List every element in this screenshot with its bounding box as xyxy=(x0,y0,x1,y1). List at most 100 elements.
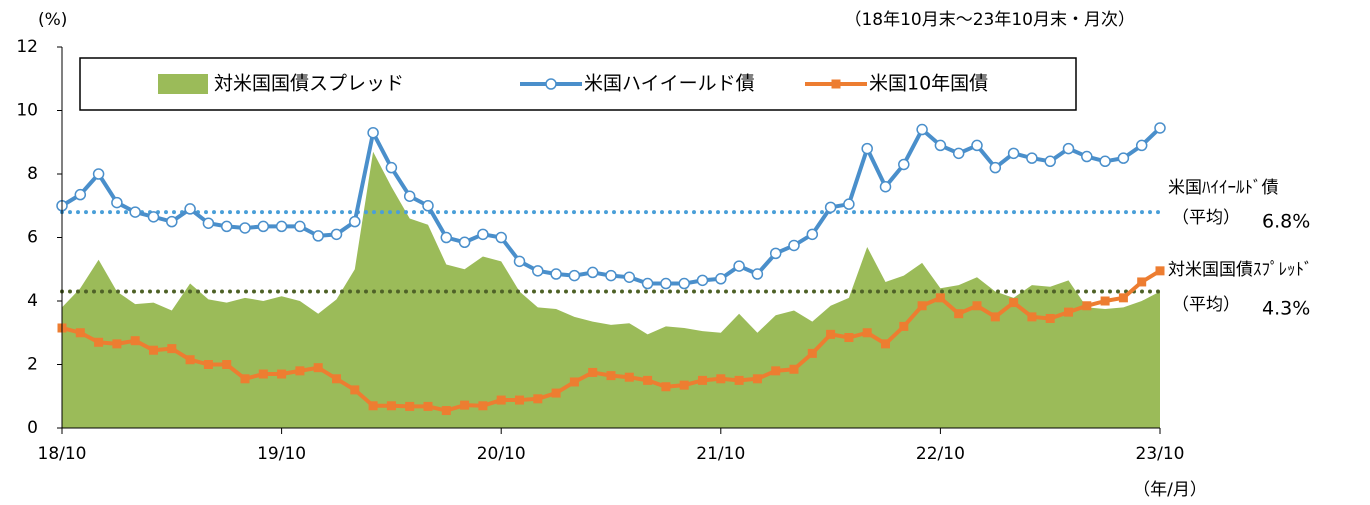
y-tick-label: 10 xyxy=(16,101,38,121)
marker xyxy=(147,211,160,223)
marker xyxy=(185,355,195,365)
y-tick-label: 8 xyxy=(27,164,38,184)
marker xyxy=(989,161,1002,174)
marker xyxy=(184,203,196,215)
marker xyxy=(954,309,964,319)
marker xyxy=(1081,150,1093,163)
subtitle: （18年10月末～23年10月末・月次） xyxy=(844,10,1135,30)
y-tick-label: 2 xyxy=(27,355,38,375)
average-value: 4.3% xyxy=(1262,298,1310,320)
marker xyxy=(403,190,416,202)
legend-swatch xyxy=(158,74,208,94)
legend-label: 対米国国債スプレッド xyxy=(214,73,404,95)
marker xyxy=(769,247,782,260)
marker xyxy=(752,374,762,384)
average-layer xyxy=(60,210,1162,294)
marker xyxy=(898,158,910,171)
marker xyxy=(441,406,451,416)
marker xyxy=(330,228,343,241)
marker xyxy=(606,371,616,381)
marker xyxy=(807,348,817,358)
y-tick-label: 6 xyxy=(27,228,38,248)
marker xyxy=(203,360,213,369)
marker xyxy=(166,215,178,228)
marker xyxy=(368,401,378,411)
marker xyxy=(1026,152,1038,164)
marker xyxy=(312,230,324,242)
marker xyxy=(678,277,690,290)
marker xyxy=(74,188,87,201)
marker xyxy=(660,277,672,290)
marker xyxy=(972,301,982,311)
legend-label: 米国10年国債 xyxy=(869,73,988,95)
average-value: 6.8% xyxy=(1262,211,1310,233)
marker xyxy=(313,363,323,373)
marker xyxy=(92,168,105,180)
marker xyxy=(788,239,800,252)
marker xyxy=(130,336,140,346)
marker xyxy=(751,268,764,280)
marker xyxy=(568,269,581,282)
x-unit-label: （年/月） xyxy=(1133,480,1207,500)
marker xyxy=(679,380,689,390)
marker xyxy=(1135,139,1148,152)
marker xyxy=(478,401,488,411)
marker xyxy=(881,339,890,349)
marker xyxy=(458,236,471,249)
marker xyxy=(1118,293,1128,303)
marker xyxy=(935,293,945,303)
marker xyxy=(844,333,854,343)
marker xyxy=(423,401,433,411)
area-layer xyxy=(62,151,1160,428)
marker xyxy=(586,266,599,279)
marker xyxy=(899,321,909,331)
marker xyxy=(569,377,579,387)
marker xyxy=(715,273,727,285)
marker xyxy=(916,123,928,136)
average-name: 対米国国債ｽﾌﾟﾚｯﾄﾞ xyxy=(1168,260,1313,280)
marker xyxy=(367,126,379,139)
marker xyxy=(149,345,158,355)
average-suffix: （平均） xyxy=(1172,295,1240,315)
marker xyxy=(789,364,799,374)
x-tick-label: 21/10 xyxy=(696,444,745,464)
marker xyxy=(734,375,744,385)
x-tick-label: 20/10 xyxy=(477,444,526,464)
marker xyxy=(258,369,268,379)
marker xyxy=(1007,147,1020,160)
marker xyxy=(513,255,526,268)
marker xyxy=(605,269,617,282)
marker xyxy=(1082,301,1092,311)
marker xyxy=(111,196,123,209)
x-tick-label: 18/10 xyxy=(38,444,87,464)
marker xyxy=(1137,277,1147,287)
marker xyxy=(496,395,506,405)
marker xyxy=(733,260,745,272)
marker xyxy=(643,375,653,385)
marker xyxy=(641,277,654,290)
marker xyxy=(222,360,232,369)
marker xyxy=(1117,152,1130,164)
y-tick-label: 4 xyxy=(27,291,38,311)
x-tick-label: 19/10 xyxy=(257,444,306,464)
average-name: 米国ﾊｲｲｰﾙﾄﾞ債 xyxy=(1168,178,1279,198)
marker xyxy=(332,374,341,384)
marker xyxy=(698,375,707,385)
marker xyxy=(879,180,892,193)
marker xyxy=(1062,142,1075,155)
marker xyxy=(239,222,251,234)
marker xyxy=(129,206,141,218)
marker xyxy=(275,220,288,233)
marker xyxy=(350,385,360,395)
marker xyxy=(349,215,361,228)
marker xyxy=(75,328,85,338)
marker xyxy=(277,369,287,379)
marker xyxy=(220,220,233,233)
marker xyxy=(294,220,306,233)
marker xyxy=(1027,312,1037,322)
marker xyxy=(385,161,398,174)
marker xyxy=(495,231,507,244)
marker xyxy=(1100,296,1110,306)
marker xyxy=(94,337,104,347)
